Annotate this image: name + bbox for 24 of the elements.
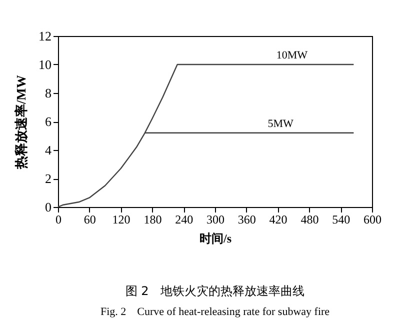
text: 图 2 地铁火灾的热释放速率曲线: [125, 284, 305, 298]
series-label: 5MW: [268, 118, 294, 130]
x-tick-label: 180: [144, 212, 162, 226]
x-axis-title: 时间/s: [199, 232, 232, 246]
series-label: 10MW: [276, 50, 308, 62]
x-tick-label: 60: [84, 212, 96, 226]
y-tick-label: 0: [45, 200, 52, 214]
x-tick-label: 540: [332, 212, 350, 226]
y-tick-label: 2: [45, 171, 52, 186]
x-tick-label: 360: [238, 212, 256, 226]
y-tick-label: 12: [38, 28, 52, 44]
y-tick-label: 6: [45, 114, 52, 129]
x-tick-label: 120: [112, 212, 130, 226]
text: Fig. 2 Curve of heat-releasing rate for subway fire: [100, 306, 330, 318]
y-tick-label: 10: [38, 57, 52, 72]
y-tick-label: 8: [45, 86, 52, 100]
x-tick-label: 600: [364, 212, 382, 226]
x-tick-label: 240: [175, 212, 194, 226]
x-tick-label: 300: [206, 212, 224, 226]
x-tick-label: 420: [269, 212, 288, 226]
x-tick-label: 0: [56, 212, 62, 226]
y-tick-label: 4: [45, 142, 52, 158]
y-axis-title: 热释放速率/MW: [14, 75, 28, 170]
x-tick-label: 480: [300, 212, 319, 226]
